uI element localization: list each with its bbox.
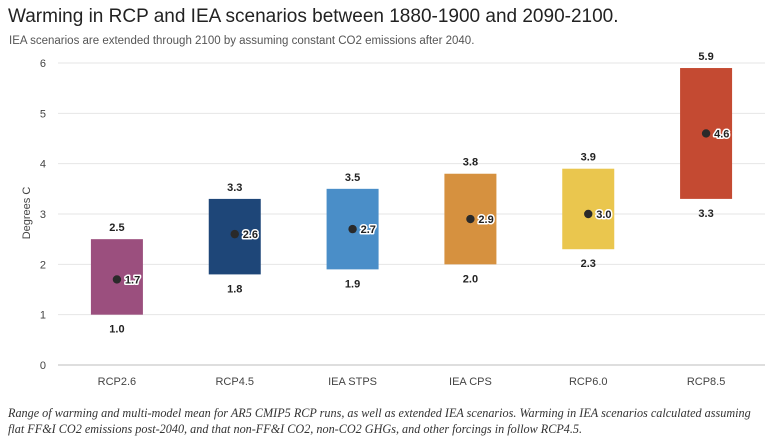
chart-title: Warming in RCP and IEA scenarios between…	[8, 6, 619, 27]
y-axis-label: Degrees C	[21, 187, 33, 240]
y-tick-label: 5	[40, 108, 46, 120]
x-category-label: RCP4.5	[215, 376, 254, 388]
upper-bound-label: 5.9	[698, 51, 713, 63]
mean-value-label: 1.7	[125, 274, 140, 286]
lower-bound-label: 3.3	[698, 208, 713, 220]
y-tick-label: 3	[40, 209, 46, 221]
x-category-label: IEA CPS	[449, 376, 492, 388]
y-axis-ticks: 0 1 2 3 4 5 6	[40, 58, 46, 372]
mean-value-label: 2.6	[243, 229, 258, 241]
range-bar-chart: 0 1 2 3 4 5 6 Degrees C 2.5 1.0 1.7 3.3 1.8 2.6 3.5 1…	[21, 51, 765, 388]
upper-bound-label: 3.3	[227, 182, 242, 194]
y-tick-label: 6	[40, 58, 46, 70]
mean-marker	[701, 129, 711, 138]
lower-bound-label: 1.0	[109, 324, 124, 336]
mean-marker	[348, 224, 357, 234]
y-tick-label: 0	[40, 360, 46, 372]
chart-subtitle: IEA scenarios are extended through 2100 …	[9, 35, 475, 47]
mean-marker	[230, 229, 239, 239]
y-tick-label: 4	[40, 159, 46, 171]
mean-marker	[112, 275, 122, 284]
lower-bound-label: 1.9	[345, 278, 360, 290]
mean-value-label: 2.7	[361, 224, 376, 236]
lower-bound-label: 2.0	[463, 273, 478, 285]
upper-bound-label: 2.5	[109, 222, 124, 234]
upper-bound-label: 3.8	[463, 157, 478, 169]
x-category-label: IEA STPS	[328, 376, 377, 388]
lower-bound-label: 1.8	[227, 283, 242, 295]
mean-marker	[584, 209, 593, 219]
y-tick-label: 1	[40, 310, 46, 322]
range-bar-rcp6-0	[562, 168, 615, 250]
mean-value-label: 4.6	[714, 128, 729, 140]
x-category-label: RCP2.6	[98, 376, 137, 388]
bars-layer: 2.5 1.0 1.7 3.3 1.8 2.6 3.5 1.9 2.7 3.8 2.0 2.9 3.9 2…	[90, 51, 733, 336]
mean-marker	[466, 214, 475, 224]
figure-caption: Range of warming and multi-model mean fo…	[8, 406, 751, 436]
grid-layer	[58, 62, 765, 366]
x-category-label: RCP8.5	[687, 376, 726, 388]
y-tick-label: 2	[40, 259, 46, 271]
x-category-label: RCP6.0	[569, 376, 608, 388]
upper-bound-label: 3.5	[345, 172, 360, 184]
mean-value-label: 2.9	[478, 214, 493, 226]
mean-value-label: 3.0	[596, 209, 611, 221]
lower-bound-label: 2.3	[581, 258, 596, 270]
x-axis-categories: RCP2.6 RCP4.5 IEA STPS IEA CPS RCP6.0 RCP8.5	[98, 376, 726, 388]
upper-bound-label: 3.9	[581, 152, 596, 164]
